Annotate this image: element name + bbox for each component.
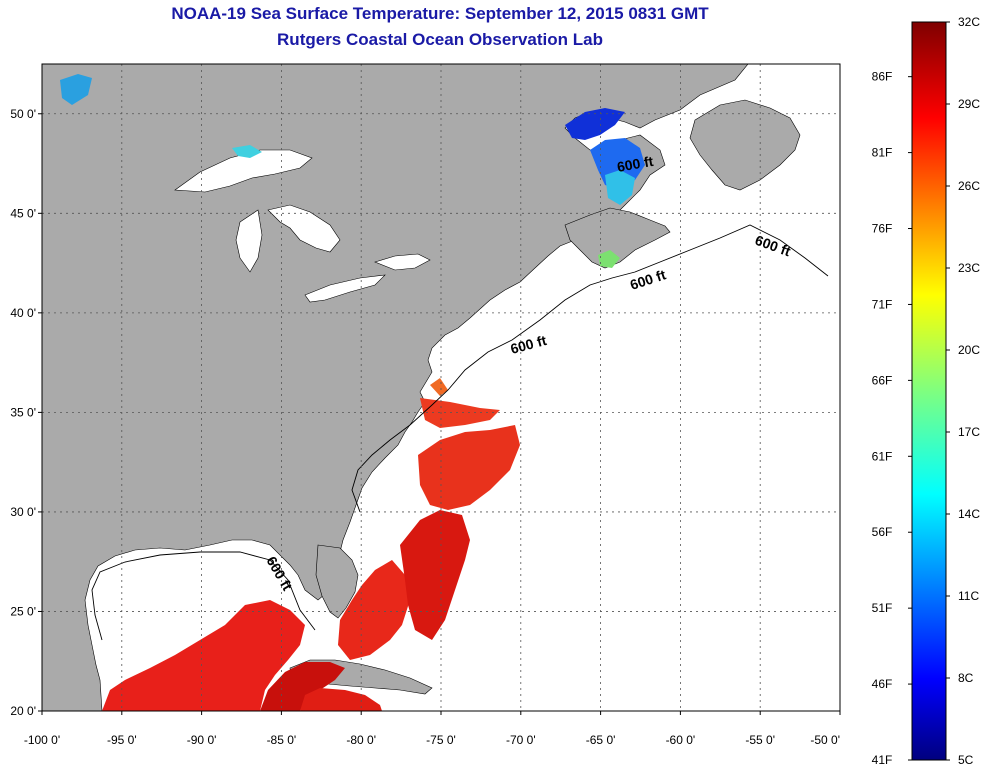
contour-label-1: 600 ft: [616, 153, 655, 175]
lon-tick-label: -55 0': [745, 733, 775, 747]
colorbar-celsius-label: 20C: [958, 343, 980, 357]
colorbar-celsius-label: 17C: [958, 425, 980, 439]
lon-tick-label: -60 0': [666, 733, 696, 747]
lon-tick-label: -100 0': [24, 733, 60, 747]
longitude-tick-labels: -100 0' -95 0' -90 0' -85 0' -80 0' -75 0' -70…: [24, 711, 841, 747]
lat-tick-label: 45 0': [10, 206, 36, 220]
lon-tick-label: -65 0': [586, 733, 616, 747]
colorbar-celsius-label: 5C: [958, 753, 974, 767]
land-newfoundland: [689, 99, 801, 191]
lon-tick-label: -70 0': [506, 733, 536, 747]
colorbar-fahrenheit-label: 66F: [872, 373, 893, 387]
map-title: NOAA-19 Sea Surface Temperature: Septemb…: [171, 4, 709, 23]
sst-warm-patches: [102, 378, 520, 711]
colorbar-celsius-label: 23C: [958, 261, 980, 275]
colorbar-fahrenheit-label: 41F: [872, 753, 893, 767]
colorbar-celsius-label: 11C: [958, 589, 979, 603]
colorbar-fahrenheit-label: 46F: [872, 677, 893, 691]
colorbar-fahrenheit-label: 86F: [872, 70, 893, 84]
lon-tick-label: -95 0': [107, 733, 137, 747]
bathymetry-contour-600ft: [91, 224, 829, 641]
lat-tick-label: 30 0': [10, 505, 36, 519]
lon-tick-label: -85 0': [267, 733, 297, 747]
lat-tick-label: 35 0': [10, 405, 36, 419]
colorbar-fahrenheit-label: 81F: [872, 146, 893, 160]
colorbar-fahrenheit-label: 56F: [872, 525, 893, 539]
lat-tick-label: 40 0': [10, 306, 36, 320]
lon-tick-label: -80 0': [346, 733, 376, 747]
lon-tick-label: -75 0': [426, 733, 456, 747]
colorbar-fahrenheit-label: 61F: [872, 449, 893, 463]
colorbar-fahrenheit-label: 71F: [872, 297, 893, 311]
lat-tick-label: 20 0': [10, 704, 36, 718]
florida-peninsula: [315, 544, 359, 619]
great-lakes: [174, 149, 431, 303]
colorbar-celsius-label: 8C: [958, 671, 974, 685]
lat-lon-grid: [42, 64, 840, 711]
sst-cold-patches: [60, 74, 645, 268]
lat-tick-label: 50 0': [10, 107, 36, 121]
lat-tick-label: 25 0': [10, 604, 36, 618]
map-subtitle: Rutgers Coastal Ocean Observation Lab: [277, 30, 603, 49]
lon-tick-label: -50 0': [810, 733, 840, 747]
latitude-tick-labels: 20 0' 25 0' 30 0' 35 0' 40 0' 45 0' 50 0': [10, 107, 42, 718]
colorbar-celsius-label: 32C: [958, 15, 980, 29]
colorbar-fahrenheit-label: 51F: [872, 601, 893, 615]
colorbar-celsius-label: 26C: [958, 179, 980, 193]
colorbar-celsius-label: 29C: [958, 97, 980, 111]
lon-tick-label: -90 0': [187, 733, 217, 747]
colorbar-fahrenheit-label: 76F: [872, 222, 893, 236]
colorbar: [911, 21, 947, 761]
land-nova-scotia: [564, 207, 671, 269]
colorbar-labels: 32C 29C 26C 23C 20C 17C 14C 11C 8C 5C 86F 81F 76F 71F…: [872, 15, 981, 767]
colorbar-celsius-label: 14C: [958, 507, 980, 521]
